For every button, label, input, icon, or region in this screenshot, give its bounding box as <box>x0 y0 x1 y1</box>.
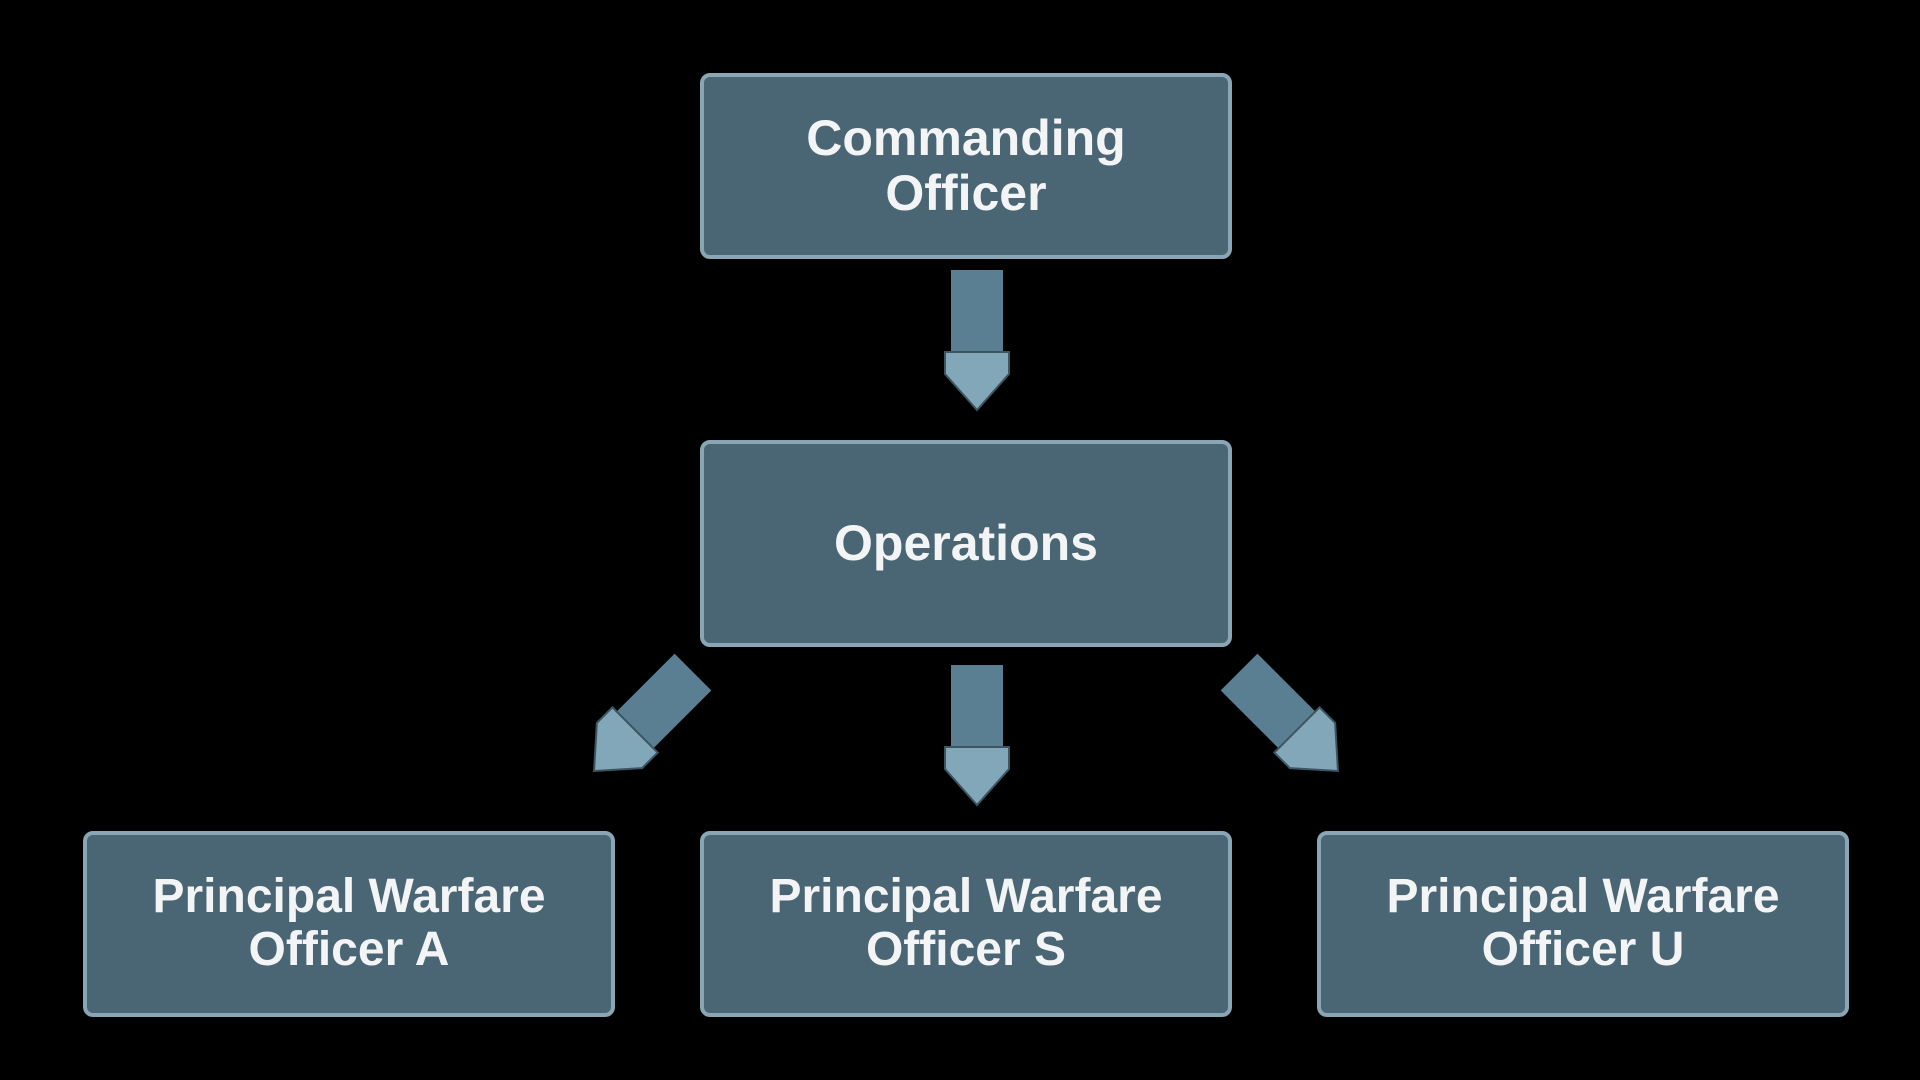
node-pwo-u: Principal Warfare Officer U <box>1317 831 1849 1017</box>
arrow-operations-to-pwo-s <box>936 665 1018 815</box>
node-pwo-a: Principal Warfare Officer A <box>83 831 615 1017</box>
node-commanding-officer: Commanding Officer <box>700 73 1232 259</box>
arrow-co-to-operations <box>936 270 1018 420</box>
node-label: Principal Warfare Officer S <box>728 871 1204 977</box>
diagram-canvas: Commanding Officer Operations Principal … <box>0 0 1920 1080</box>
arrow-operations-to-pwo-a <box>558 643 722 807</box>
node-label: Commanding Officer <box>728 111 1204 221</box>
node-operations: Operations <box>700 440 1232 647</box>
arrow-operations-to-pwo-u <box>1210 643 1374 807</box>
node-label: Principal Warfare Officer U <box>1345 871 1821 977</box>
node-label: Operations <box>834 516 1098 571</box>
node-label: Principal Warfare Officer A <box>111 871 587 977</box>
node-pwo-s: Principal Warfare Officer S <box>700 831 1232 1017</box>
